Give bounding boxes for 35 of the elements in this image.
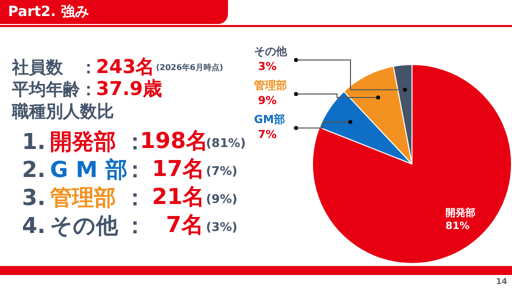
text: 4. — [22, 214, 46, 239]
text: G M 部 — [50, 158, 128, 183]
text: その他 — [50, 214, 118, 239]
text: (2026年6月時点) — [156, 63, 224, 72]
text: (9%) — [206, 192, 238, 206]
text: 職種別人数比 — [12, 102, 114, 122]
text: 17名 — [152, 157, 205, 182]
text: 243名 — [96, 56, 155, 78]
text: (7%) — [206, 164, 238, 178]
slice-label: その他 — [254, 44, 288, 58]
data-label: 81% — [446, 220, 470, 232]
text: ： — [80, 80, 97, 100]
text: (81%) — [206, 136, 246, 150]
text: (3%) — [206, 220, 238, 234]
text: 3. — [22, 186, 46, 211]
data-label: 9% — [258, 94, 277, 107]
text: 管理部 — [50, 186, 116, 211]
text: 2. — [22, 158, 46, 183]
text: 平均年齢 — [12, 80, 80, 100]
text: 1. — [22, 130, 46, 155]
text: 社員数 — [12, 58, 63, 78]
text: Part2. 強み — [8, 3, 89, 21]
slice-label: 開発部 — [446, 206, 476, 219]
text: 37.9歳 — [96, 78, 162, 100]
text: ： — [124, 214, 146, 239]
text: 21名 — [152, 185, 205, 210]
text: ： — [80, 58, 97, 78]
slice-label: GM部 — [254, 112, 285, 126]
text: 開発部 — [50, 130, 116, 155]
slice-label: 管理部 — [253, 78, 287, 92]
text: 14 — [496, 277, 508, 286]
data-label: 7% — [258, 128, 277, 141]
text: ： — [124, 186, 146, 211]
text: 7名 — [166, 213, 204, 238]
data-label: 3% — [258, 60, 277, 73]
